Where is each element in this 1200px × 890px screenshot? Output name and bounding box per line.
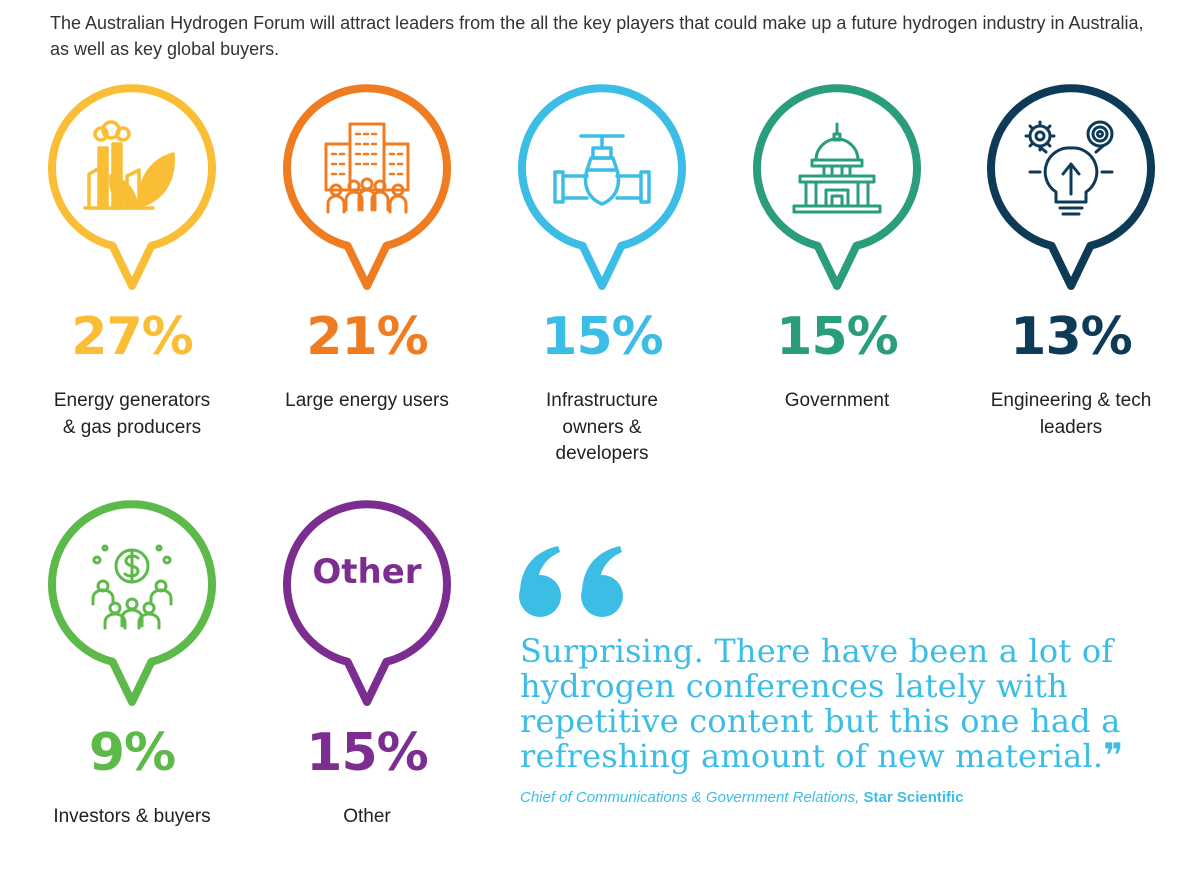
attribution-company: Star Scientific (863, 789, 964, 806)
closing-quote-mark: ❞ (1103, 736, 1124, 776)
attribution-role: Chief of Communications & Government Rel… (520, 789, 860, 806)
category-label: Government (784, 390, 890, 411)
pin-badge (47, 84, 217, 296)
category-label: Engineering & tech leaders (990, 390, 1152, 438)
category-other: Other 15% Other (282, 500, 452, 890)
dollar-people-icon (91, 544, 173, 630)
percent-value: 15% (306, 723, 428, 783)
pin-badge: Other (282, 500, 452, 712)
percent-value: 15% (541, 307, 663, 367)
pin-badge (47, 500, 217, 712)
category-label: Large energy users (285, 390, 449, 411)
testimonial-quote: Surprising. There have been a lot of hyd… (520, 634, 1160, 774)
pin-badge (752, 84, 922, 296)
category-investors: 9% Investors & buyers (47, 500, 217, 890)
quote-mark-icon (519, 546, 623, 617)
percent-value: 15% (776, 307, 898, 367)
category-large-energy-users: 21% Large energy users (282, 84, 452, 474)
percent-value: 9% (88, 723, 176, 783)
category-government: 15% Government (752, 84, 922, 474)
gear-target-bulb-icon (1024, 120, 1114, 216)
category-engineering: 13% Engineering & tech leaders (986, 84, 1156, 474)
pin-badge (517, 84, 687, 296)
category-energy-generators: 27% Energy generators & gas producers (47, 84, 217, 474)
category-infrastructure: 15% Infrastructure owners & developers (517, 84, 687, 474)
category-label: Investors & buyers (53, 806, 211, 827)
category-label: Infrastructure owners & developers (546, 390, 658, 464)
capitol-building-icon (792, 122, 882, 214)
building-people-icon (324, 122, 410, 214)
pin-badge (282, 84, 452, 296)
quote-text: Surprising. There have been a lot of hyd… (520, 632, 1121, 775)
quote-attribution: Chief of Communications & Government Rel… (520, 789, 1160, 806)
category-label: Energy generators & gas producers (53, 390, 211, 438)
intro-text: The Australian Hydrogen Forum will attra… (50, 13, 1144, 59)
pin-badge (986, 84, 1156, 296)
percent-value: 21% (306, 307, 428, 367)
category-label: Other (343, 806, 391, 827)
percent-value: 27% (71, 307, 193, 367)
factory-leaf-icon (83, 120, 175, 210)
pipe-valve-icon (553, 134, 651, 206)
other-pin-text: Other (312, 552, 422, 592)
percent-value: 13% (1010, 307, 1132, 367)
